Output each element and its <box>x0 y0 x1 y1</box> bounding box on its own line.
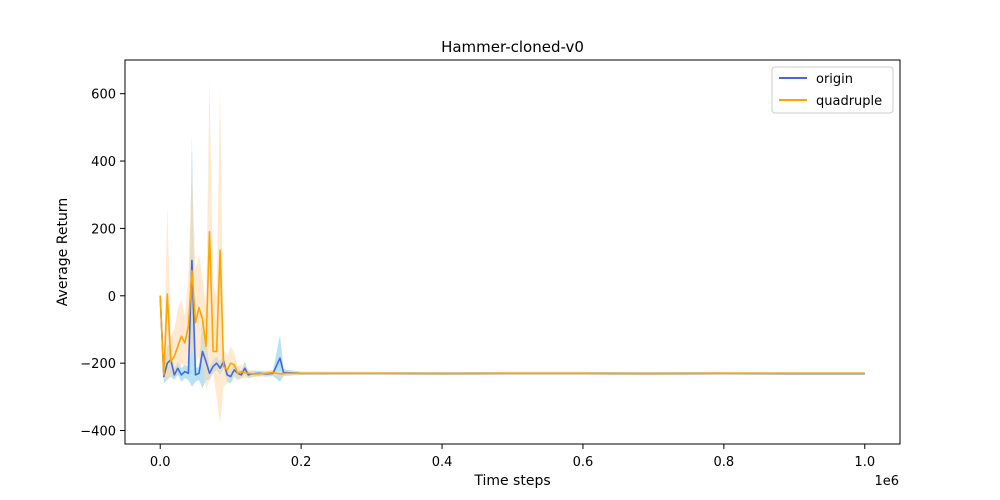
series-line-quadruple <box>159 231 865 376</box>
x-tick-label: 0.0 <box>150 455 171 470</box>
legend: origin quadruple <box>771 66 894 114</box>
chart-title: Hammer-cloned-v0 <box>441 38 584 56</box>
y-axis: −400 −200 0 200 400 600 <box>80 88 125 440</box>
x-tick-label: 1.0 <box>854 455 875 470</box>
legend-label-quadruple: quadruple <box>816 94 882 109</box>
legend-label-origin: origin <box>816 72 853 87</box>
x-axis-label: Time steps <box>473 473 550 489</box>
y-tick-label: 0 <box>108 290 116 305</box>
y-tick-label: 200 <box>91 222 116 237</box>
y-tick-label: −200 <box>80 357 116 372</box>
x-axis-offset-label: 1e6 <box>874 474 899 489</box>
x-axis: 0.0 0.2 0.4 0.6 0.8 1.0 <box>150 444 875 470</box>
y-tick-label: −400 <box>80 425 116 440</box>
x-tick-label: 0.4 <box>432 455 453 470</box>
x-tick-label: 0.6 <box>573 455 594 470</box>
x-tick-label: 0.2 <box>291 455 312 470</box>
y-tick-label: 600 <box>91 88 116 103</box>
axes-frame <box>124 59 901 445</box>
x-tick-label: 0.8 <box>714 455 735 470</box>
plot-area <box>159 80 865 424</box>
y-tick-label: 400 <box>91 155 116 170</box>
y-axis-label: Average Return <box>55 198 71 306</box>
